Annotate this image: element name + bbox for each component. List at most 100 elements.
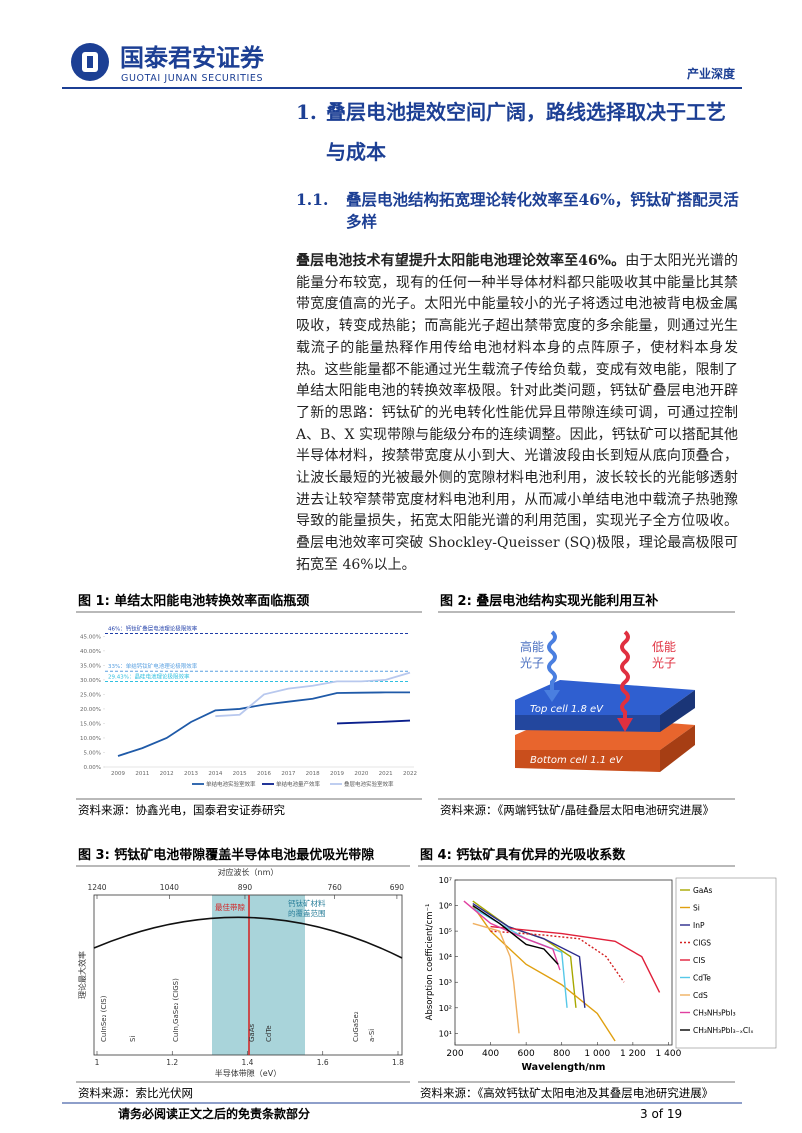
bottom-slab-side	[515, 750, 660, 772]
plot-frame	[454, 879, 673, 1046]
range-label: 的覆盖范围	[288, 908, 326, 918]
x-tick-label: 2017	[281, 771, 295, 777]
x-tick-label: 2018	[306, 771, 320, 777]
x-tick-label: 2011	[135, 771, 149, 777]
paragraph-lead: 叠层电池技术有望提升太阳能电池理论效率至46%。	[296, 253, 626, 269]
legend-label: CH₃NH₃PbI₃₋ₓClₓ	[693, 1026, 754, 1035]
series-line	[472, 905, 616, 1042]
y-tick-label: 5.00%	[84, 750, 101, 756]
y-tick-label: 45.00%	[80, 634, 101, 640]
top-slab	[515, 680, 695, 715]
section-heading: 1. 叠层电池提效空间广阔，路线选择取决于工艺与成本	[296, 92, 741, 172]
series-line	[336, 719, 411, 725]
y-tick-label: 10.00%	[80, 736, 101, 742]
x-tick-label: 2014	[208, 771, 222, 777]
legend-label: 单结电池实验室效率	[206, 780, 256, 788]
photon-label: 光子	[520, 656, 544, 670]
series-line	[472, 922, 520, 1034]
y-tick-label: 10³	[439, 978, 452, 987]
x-tick-label: 400	[482, 1049, 499, 1059]
x-tick-label: 200	[446, 1049, 463, 1059]
x-tick-label: 1.2	[166, 1058, 178, 1067]
photon-label: 低能	[652, 640, 676, 654]
x-tick-label: 800	[553, 1049, 570, 1059]
x-tick-label: 1 400	[656, 1049, 682, 1059]
section-number: 1.	[296, 100, 317, 124]
series-line	[490, 930, 625, 983]
material-label: Si	[129, 1036, 137, 1042]
legend-label: InP	[693, 921, 705, 930]
y-tick-label: 10⁶	[439, 902, 452, 911]
y-tick-label: 40.00%	[80, 649, 101, 655]
perovskite-range	[212, 895, 305, 1055]
reference-label: 29.43%：晶硅电池理论极限效率	[108, 673, 190, 681]
stack-illustration	[515, 630, 695, 772]
material-label: CuIn,GaSe₂ (CIGS)	[172, 978, 180, 1042]
x-tick-label: 600	[518, 1049, 535, 1059]
figure-caption: 图 3: 钙钛矿电池带隙覆盖半导体电池最优吸光带隙	[78, 847, 374, 863]
x-tick-label: 2013	[184, 771, 198, 777]
paragraph: 叠层电池技术有望提升太阳能电池理论效率至46%。由于太阳光光谱的能量分布较宽，现…	[296, 251, 738, 577]
x-axis-title: 半导体带隙（eV）	[215, 1068, 281, 1078]
series-line	[463, 900, 561, 971]
y-tick-label: 20.00%	[80, 707, 101, 713]
y-tick-label: 35.00%	[80, 663, 101, 669]
top-tick-label: 1040	[160, 883, 179, 892]
legend-label: CH₃NH₃PbI₃	[693, 1009, 736, 1018]
reference-label: 33%：单结钙钛矿电池理论极限效率	[108, 662, 198, 670]
x-tick-label: 2019	[330, 771, 344, 777]
x-tick-label: 2020	[354, 771, 368, 777]
bottom-slab-side	[660, 725, 695, 772]
photon-arrow-head	[617, 718, 633, 732]
y-tick-label: 10⁷	[439, 876, 452, 885]
company-name: 国泰君安证券	[120, 44, 265, 72]
material-label: GaAs	[248, 1023, 256, 1042]
range-label: 钙钛矿材料	[288, 898, 326, 908]
top-tick-label: 760	[327, 883, 342, 892]
report-type: 产业深度	[687, 66, 736, 81]
efficiency-curve	[93, 916, 403, 959]
legend-label: 叠层电池实验室效率	[344, 780, 394, 788]
optimal-label: 最佳带隙	[215, 902, 245, 912]
plot-frame	[93, 894, 403, 1056]
material-label: CuInSe₂ (CIS)	[100, 995, 108, 1042]
top-tick-label: 1240	[87, 883, 106, 892]
y-tick-label: 15.00%	[80, 721, 101, 727]
x-tick-label: 1.8	[392, 1058, 404, 1067]
figure-caption: 图 1: 单结太阳能电池转换效率面临瓶颈	[78, 593, 309, 609]
x-tick-label: 2015	[233, 771, 247, 777]
axis-title: 对应波长（nm）	[218, 867, 279, 877]
top-tick-label: 890	[238, 883, 253, 892]
x-tick-label: 2022	[403, 771, 417, 777]
photon-label: 高能	[520, 639, 544, 654]
y-axis-title: Absorption coefficient/cm⁻¹	[425, 904, 435, 1021]
y-tick-label: 10¹	[439, 1029, 452, 1038]
legend-label: 单结电池量产效率	[276, 780, 321, 788]
company-name-en: GUOTAI JUNAN SECURITIES	[121, 73, 263, 84]
y-tick-label: 10⁴	[439, 953, 452, 962]
logo-mark	[87, 56, 93, 68]
x-tick-label: 2016	[257, 771, 271, 777]
disclaimer: 请务必阅读正文之后的免责条款部分	[118, 1106, 310, 1121]
figure-source: 资料来源：《两端钙钛矿/晶硅叠层太阳电池研究进展》	[440, 803, 714, 817]
top-slab-side	[660, 690, 695, 732]
x-tick-label: 1.6	[317, 1058, 329, 1067]
legend-label: CIGS	[693, 939, 711, 948]
figure-caption: 图 4: 钙钛矿具有优异的光吸收系数	[420, 847, 626, 863]
top-slab-side	[515, 715, 660, 732]
legend-label: Si	[693, 904, 700, 913]
y-tick-label: 10⁵	[439, 927, 452, 936]
subsection-heading: 1.1. 叠层电池结构拓宽理论转化效率至46%，钙钛矿搭配灵活多样	[296, 189, 741, 233]
cell-label: Bottom cell 1.1 eV	[530, 755, 623, 766]
series-line	[490, 925, 661, 993]
subsection-title: 叠层电池结构拓宽理论转化效率至46%，钙钛矿搭配灵活多样	[346, 190, 739, 231]
y-tick-label: 0.00%	[84, 765, 101, 771]
photon-arrow	[547, 630, 557, 692]
x-tick-label: 1 200	[620, 1049, 646, 1059]
photon-label: 光子	[652, 656, 676, 670]
x-tick-label: 2009	[111, 771, 125, 777]
x-tick-label: 2012	[160, 771, 174, 777]
page-number: 3 of 19	[640, 1107, 682, 1121]
top-tick-label: 690	[390, 883, 405, 892]
